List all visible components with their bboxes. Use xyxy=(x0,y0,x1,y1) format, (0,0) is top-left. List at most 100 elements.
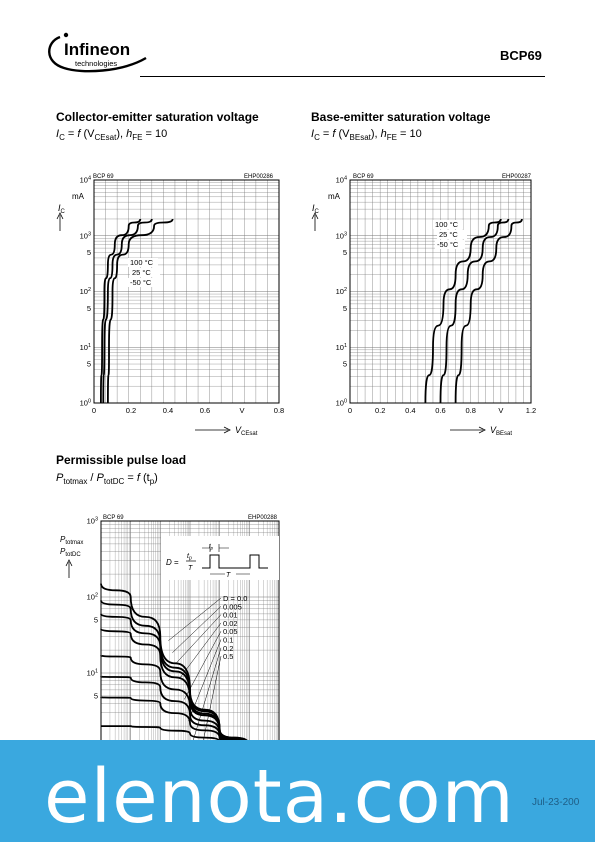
x-tick-label: 0.2 xyxy=(375,406,385,415)
inset-tp-top: tp xyxy=(209,544,214,551)
inset-d-label: D = xyxy=(166,558,179,567)
y-tick-label: 5 xyxy=(87,304,91,313)
duty-leader-0 xyxy=(168,597,222,641)
duty-leader-2 xyxy=(176,614,222,664)
chart3-duty-inset: D = tp T tp T xyxy=(161,536,279,580)
y-tick-label: 100 xyxy=(80,399,91,408)
chart1-title: Collector-emitter saturation voltage xyxy=(56,110,259,124)
chart3-ylabel-bottom: PtotDC xyxy=(60,547,81,558)
inset-tp-label: tp xyxy=(187,553,192,562)
duty-leader-4 xyxy=(184,631,222,700)
legend-bg xyxy=(437,230,467,239)
watermark-text: elenota.com xyxy=(44,754,515,840)
y-tick-label: 103 xyxy=(80,231,91,240)
x-tick-label: V xyxy=(239,406,244,415)
chart2-title: Base-emitter saturation voltage xyxy=(311,110,491,124)
watermark-band xyxy=(0,740,595,842)
legend-label-2: -50 °C xyxy=(437,240,459,249)
chart2-yunit: mA xyxy=(328,192,341,201)
chart1-ce-saturation: 100 5 101 5 102 5 103 104 0 0.2 0.4 0.6 V 0.8 100 °C2… xyxy=(56,174,284,437)
chart2-legend: 100 °C25 °C-50 °C xyxy=(433,220,467,249)
y-tick-label: 5 xyxy=(343,304,347,313)
y-tick-label: 5 xyxy=(94,615,98,624)
legend-bg xyxy=(435,240,465,249)
y-tick-label: 103 xyxy=(336,231,347,240)
x-tick-label: 0.6 xyxy=(200,406,210,415)
chart1-grid xyxy=(94,180,279,404)
x-tick-label: 0.4 xyxy=(405,406,415,415)
duty-label-1: 0.005 xyxy=(223,602,242,611)
inset-T-bottom: T xyxy=(226,572,231,579)
x-tick-label: 0 xyxy=(92,406,96,415)
legend-label-0: 100 °C xyxy=(435,220,459,229)
duty-label-2: 0.01 xyxy=(223,611,238,620)
inset-pulse-waveform xyxy=(202,554,268,569)
legend-label-2: -50 °C xyxy=(130,278,152,287)
y-tick-label: 101 xyxy=(80,343,91,352)
chart1-tag-right: EHP00286 xyxy=(244,174,274,180)
x-tick-label: V xyxy=(498,406,503,415)
duty-label-4: 0.05 xyxy=(223,627,238,636)
chart2-x-arrow xyxy=(450,426,486,434)
y-tick-label: 102 xyxy=(336,287,347,296)
legend-label-0: 100 °C xyxy=(130,258,154,267)
infineon-logo: Infineon technologies xyxy=(48,32,147,73)
chart2-tag-left: BCP 69 xyxy=(353,174,374,180)
chart1-x-arrow xyxy=(195,426,231,434)
chart2-subtitle: IC = f (VBEsat), hFE = 10 xyxy=(311,128,422,143)
chart1-legend: 100 °C25 °C-50 °C xyxy=(128,258,160,287)
y-tick-label: 104 xyxy=(336,176,347,185)
x-tick-label: 0 xyxy=(348,406,352,415)
chart2-tag-right: EHP00287 xyxy=(502,174,532,180)
legend-label-1: 25 °C xyxy=(132,268,151,277)
y-tick-label: 5 xyxy=(87,248,91,257)
y-tick-label: 5 xyxy=(343,248,347,257)
duty-label-0: D = 0.0 xyxy=(223,594,247,603)
series-line-0 xyxy=(100,218,142,404)
x-tick-label: 0.6 xyxy=(435,406,445,415)
chart3-tag-right: EHP00288 xyxy=(248,515,278,521)
x-tick-label: 0.4 xyxy=(163,406,173,415)
chart1-tag-left: BCP 69 xyxy=(93,174,114,180)
logo-wordmark: Infineon xyxy=(64,40,130,59)
y-tick-label: 104 xyxy=(80,176,91,185)
y-tick-label: 102 xyxy=(87,593,98,602)
footer-date: Jul-23-200 xyxy=(532,797,580,808)
chart3-tag-left: BCP 69 xyxy=(103,515,124,521)
chart3-title: Permissible pulse load xyxy=(56,453,187,467)
inset-tp-arrow xyxy=(202,544,229,552)
chart1-subtitle: IC = f (VCEsat), hFE = 10 xyxy=(56,128,168,143)
chart1-frame xyxy=(93,179,280,404)
duty-label-6: 0.2 xyxy=(223,644,233,653)
chart1-series xyxy=(100,218,174,404)
x-tick-label: 0.8 xyxy=(465,406,475,415)
chart2-tick-labels: 100 5 101 5 102 5 103 104 0 0.2 0.4 0.6 0.8 V 1.2 xyxy=(336,176,537,416)
x-tick-label: 1.2 xyxy=(526,406,536,415)
y-tick-label: 100 xyxy=(336,399,347,408)
series-line-2 xyxy=(454,218,523,404)
chart2-xlabel: VBEsat xyxy=(490,425,512,437)
series-line-1 xyxy=(439,218,510,404)
x-tick-label: 0.8 xyxy=(274,406,284,415)
series-line-2 xyxy=(107,218,174,404)
legend-bg xyxy=(128,258,158,267)
chart1-xlabel: VCEsat xyxy=(235,425,258,437)
y-tick-label: 5 xyxy=(87,360,91,369)
chart3-ylabel-top: Ptotmax xyxy=(60,535,83,546)
chart1-ylabel: IC xyxy=(58,203,66,215)
chart2-be-saturation: 100 5 101 5 102 5 103 104 0 0.2 0.4 0.6 0.8 V 1.2 100 … xyxy=(311,174,537,437)
duty-leader-3 xyxy=(180,622,222,678)
logo-subtext: technologies xyxy=(75,59,117,68)
legend-bg xyxy=(433,220,463,229)
series-line-0 xyxy=(424,218,502,404)
legend-label-1: 25 °C xyxy=(439,230,458,239)
duty-label-5: 0.1 xyxy=(223,636,233,645)
chart3-pulse-load: 1005101510210310-610-510-410-310-210-110… xyxy=(60,515,289,770)
duty-leader-6 xyxy=(192,647,222,744)
inset-T-label: T xyxy=(188,565,193,572)
chart3-subtitle: Ptotmax / PtotDC = f (tp) xyxy=(56,472,158,487)
legend-bg xyxy=(128,278,158,287)
y-tick-label: 5 xyxy=(343,360,347,369)
y-tick-label: 101 xyxy=(336,343,347,352)
